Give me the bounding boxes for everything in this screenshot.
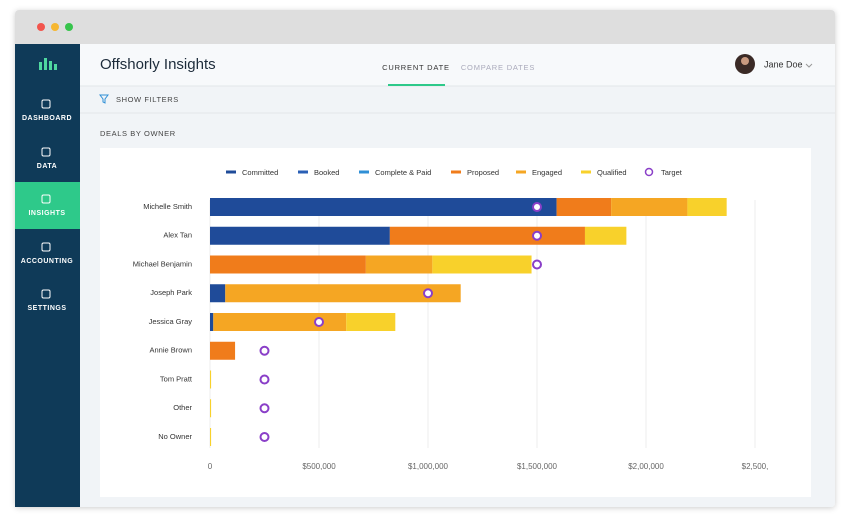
x-tick-label: 0 (208, 462, 213, 471)
tab-underline (388, 84, 445, 86)
nav-active (15, 182, 80, 229)
legend-marker (451, 170, 461, 174)
target-marker (532, 202, 542, 212)
target-marker (314, 317, 324, 327)
y-tick-label: No Owner (158, 432, 192, 441)
y-tick-label: Joseph Park (150, 288, 192, 297)
bar-segment (210, 226, 390, 245)
bar-segment (210, 284, 226, 303)
bar-segment (389, 226, 585, 245)
y-tick-label: Annie Brown (149, 346, 192, 355)
legend-marker (298, 170, 308, 174)
app-title: Offshorly Insights (100, 56, 216, 73)
bar-segment (210, 428, 212, 446)
x-tick-label: $2,00,000 (628, 462, 664, 471)
x-tick-label: $1,000,000 (408, 462, 449, 471)
nav-item[interactable]: INSIGHTS (28, 210, 65, 217)
filter-label[interactable]: SHOW FILTERS (116, 95, 179, 104)
y-tick-label: Michelle Smith (143, 202, 192, 211)
nav-icon (41, 289, 51, 299)
bar-segment (210, 399, 212, 418)
max-dot[interactable] (65, 23, 73, 31)
legend-label: Committed (242, 168, 278, 177)
nav-icon (41, 99, 51, 109)
bar-segment (432, 255, 532, 274)
y-tick-label: Tom Pratt (160, 374, 193, 383)
y-tick-label: Jessica Gray (149, 317, 193, 326)
nav-item[interactable]: ACCOUNTING (21, 258, 73, 265)
target-marker (259, 345, 270, 356)
header (80, 44, 835, 86)
y-tick-label: Michael Benjamin (133, 259, 192, 268)
y-tick-label: Other (173, 403, 192, 412)
target-marker (259, 403, 270, 414)
bar-segment (210, 255, 366, 274)
filter-icon[interactable] (99, 94, 109, 104)
nav-icon (41, 147, 51, 157)
chart: 0 $500,000 $1,000,000 $1,500,000 $2,00,000 $2… (133, 167, 769, 471)
bar-segment (365, 255, 433, 274)
y-tick-label: Alex Tan (163, 231, 192, 240)
tab[interactable]: COMPARE DATES (461, 63, 535, 72)
tab[interactable]: CURRENT DATE (382, 63, 450, 72)
legend-label: Engaged (532, 168, 562, 177)
title-bar (15, 10, 835, 44)
target-marker (423, 288, 433, 299)
legend-marker (226, 170, 236, 174)
bar-segment (611, 198, 688, 216)
target-marker (259, 374, 270, 385)
bar-segment (346, 313, 396, 331)
x-tick-label: $2,500, (742, 462, 769, 471)
bar-segment (213, 313, 347, 331)
nav-icon (41, 242, 51, 252)
legend-label: Complete & Paid (375, 168, 431, 177)
legend-label: Qualified (597, 168, 627, 177)
sidebar (15, 44, 80, 507)
close-dot[interactable] (37, 23, 45, 31)
nav-item[interactable]: SETTINGS (27, 305, 66, 312)
legend-label: Proposed (467, 168, 499, 177)
chevron (805, 63, 813, 68)
bar-segment (687, 198, 727, 216)
avatar-face (741, 57, 749, 65)
logo (39, 58, 57, 70)
x-tick-label: $1,500,000 (517, 462, 558, 471)
bar-segment (210, 341, 236, 360)
bar-segment (556, 198, 612, 216)
legend-marker (359, 170, 369, 174)
bar-segment (210, 198, 557, 216)
section-title: DEALS BY OWNER (100, 129, 176, 138)
target-marker (259, 432, 270, 442)
x-tick-label: $500,000 (302, 462, 336, 471)
target-marker (532, 259, 542, 270)
bar-segment (210, 370, 212, 389)
legend-marker (581, 170, 591, 174)
nav-item[interactable]: DASHBOARD (22, 115, 72, 122)
bar-segment (210, 313, 214, 331)
legend-label: Target (661, 168, 683, 177)
target-marker (532, 230, 542, 241)
nav-icon (41, 194, 51, 204)
min-dot[interactable] (51, 23, 59, 31)
legend-marker (644, 167, 654, 177)
bar-segment (225, 284, 461, 303)
user-name[interactable]: Jane Doe (764, 59, 803, 69)
nav-item[interactable]: DATA (37, 163, 57, 170)
bar-segment (584, 226, 627, 245)
legend-label: Booked (314, 168, 339, 177)
legend-marker (516, 170, 526, 174)
